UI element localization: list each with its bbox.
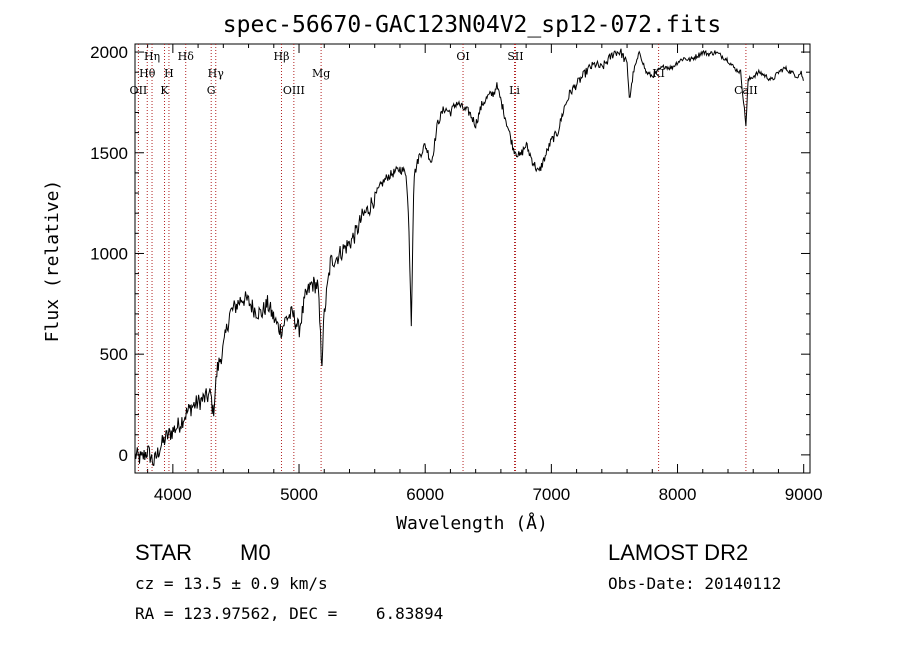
plot-frame <box>134 43 811 474</box>
x-tick-label: 6000 <box>406 485 444 504</box>
coordinates-text: RA = 123.97562, DEC = 6.83894 <box>135 604 444 623</box>
survey-name: LAMOST DR2 <box>608 540 749 565</box>
y-tick-label: 0 <box>119 446 128 465</box>
spectrum-line <box>134 48 804 467</box>
x-tick-label: 5000 <box>280 485 318 504</box>
line-marker-label: K <box>160 84 169 97</box>
line-marker-label: Hθ <box>139 67 156 80</box>
chart-title: spec-56670-GAC123N04V2_sp12-072.fits <box>223 12 722 38</box>
spectrum-chart: spec-56670-GAC123N04V2_sp12-072.fits 400… <box>42 12 823 534</box>
line-marker-label: Hβ <box>274 50 290 63</box>
observation-date: Obs-Date: 20140112 <box>608 574 782 593</box>
x-tick-label: 8000 <box>659 485 697 504</box>
object-subclass: M0 <box>240 540 271 565</box>
object-class: STAR <box>135 540 193 565</box>
plot-area: 4000 5000 6000 7000 8000 9000 0 500 1000 1500 2000… <box>90 43 822 504</box>
line-marker-label: OI <box>456 50 469 63</box>
x-tick-label: 4000 <box>154 485 192 504</box>
x-axis-label: Wavelength (Å) <box>396 512 548 534</box>
y-tick-label: 1000 <box>90 244 128 263</box>
line-marker-label: Hδ <box>178 50 195 63</box>
line-marker-label: CaII <box>734 84 758 97</box>
line-marker-label: SII <box>507 50 523 63</box>
line-marker-label: Hη <box>144 50 160 63</box>
line-marker-label: KI <box>652 67 665 80</box>
x-tick-label: 9000 <box>785 485 823 504</box>
y-tick-label: 1500 <box>90 144 128 163</box>
line-marker-label: H <box>164 67 174 80</box>
y-tick-label: 500 <box>100 345 128 364</box>
line-marker-label: Li <box>509 84 520 97</box>
line-marker-label: Hγ <box>208 67 225 80</box>
x-tick-label: 7000 <box>532 485 570 504</box>
line-marker-label: OIII <box>283 84 305 97</box>
y-tick-label: 2000 <box>90 43 128 62</box>
line-marker-label: Mg <box>312 67 330 80</box>
redshift-text: cz = 13.5 ± 0.9 km/s <box>135 574 328 593</box>
line-marker-label: G <box>207 84 216 97</box>
line-marker-label: OII <box>130 84 148 97</box>
y-axis-label: Flux (relative) <box>42 180 63 343</box>
